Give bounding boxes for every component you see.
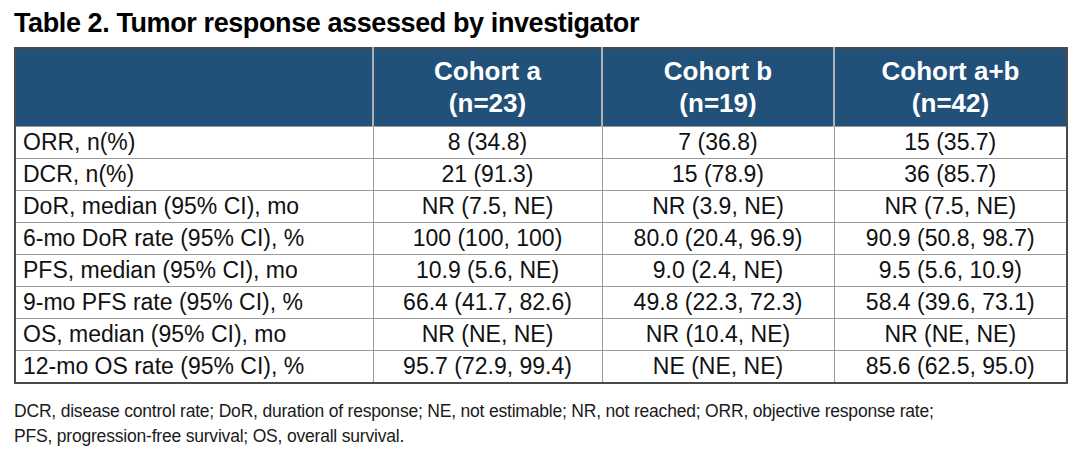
- cell-value: 15 (35.7): [834, 127, 1067, 159]
- footnote-line-2: PFS, progression-free survival; OS, over…: [14, 424, 1066, 449]
- row-label: PFS, median (95% CI), mo: [15, 255, 373, 287]
- table-row-orr: ORR, n(%) 8 (34.8) 7 (36.8) 15 (35.7): [15, 127, 1067, 159]
- row-label: 12-mo OS rate (95% CI), %: [15, 351, 373, 384]
- header-cohort-b-name: Cohort b: [603, 56, 833, 88]
- table-row-pfs-median: PFS, median (95% CI), mo 10.9 (5.6, NE) …: [15, 255, 1067, 287]
- cell-value: 95.7 (72.9, 99.4): [373, 351, 602, 384]
- footnote-line-1: DCR, disease control rate; DoR, duration…: [14, 399, 1066, 424]
- cell-value: NR (7.5, NE): [834, 191, 1067, 223]
- cell-value: 8 (34.8): [373, 127, 602, 159]
- header-corner-cell: [15, 48, 373, 127]
- cell-value: 36 (85.7): [834, 159, 1067, 191]
- cell-value: 58.4 (39.6, 73.1): [834, 287, 1067, 319]
- header-row: Cohort a (n=23) Cohort b (n=19) Cohort a…: [15, 48, 1067, 127]
- cell-value: NR (3.9, NE): [602, 191, 834, 223]
- row-label: OS, median (95% CI), mo: [15, 319, 373, 351]
- abbreviations-footnote: DCR, disease control rate; DoR, duration…: [14, 399, 1066, 448]
- table-row-os-median: OS, median (95% CI), mo NR (NE, NE) NR (…: [15, 319, 1067, 351]
- cell-value: 15 (78.9): [602, 159, 834, 191]
- table-figure: Table 2. Tumor response assessed by inve…: [0, 0, 1080, 469]
- cell-value: 10.9 (5.6, NE): [373, 255, 602, 287]
- cell-value: NR (10.4, NE): [602, 319, 834, 351]
- table-row-os-rate: 12-mo OS rate (95% CI), % 95.7 (72.9, 99…: [15, 351, 1067, 384]
- cell-value: 90.9 (50.8, 98.7): [834, 223, 1067, 255]
- header-cohort-b-n: (n=19): [603, 88, 833, 120]
- cell-value: NE (NE, NE): [602, 351, 834, 384]
- cell-value: NR (7.5, NE): [373, 191, 602, 223]
- cell-value: 9.0 (2.4, NE): [602, 255, 834, 287]
- table-title: Table 2. Tumor response assessed by inve…: [14, 8, 1066, 39]
- row-label: 6-mo DoR rate (95% CI), %: [15, 223, 373, 255]
- tumor-response-table: Cohort a (n=23) Cohort b (n=19) Cohort a…: [14, 47, 1068, 384]
- header-cohort-b: Cohort b (n=19): [602, 48, 834, 127]
- table-row-dor-median: DoR, median (95% CI), mo NR (7.5, NE) NR…: [15, 191, 1067, 223]
- table-row-dcr: DCR, n(%) 21 (91.3) 15 (78.9) 36 (85.7): [15, 159, 1067, 191]
- header-cohort-a-n: (n=23): [374, 88, 601, 120]
- cell-value: 80.0 (20.4, 96.9): [602, 223, 834, 255]
- cell-value: 66.4 (41.7, 82.6): [373, 287, 602, 319]
- row-label: 9-mo PFS rate (95% CI), %: [15, 287, 373, 319]
- cell-value: 85.6 (62.5, 95.0): [834, 351, 1067, 384]
- row-label: DCR, n(%): [15, 159, 373, 191]
- row-label: DoR, median (95% CI), mo: [15, 191, 373, 223]
- header-cohort-ab-n: (n=42): [835, 88, 1066, 120]
- row-label: ORR, n(%): [15, 127, 373, 159]
- cell-value: NR (NE, NE): [834, 319, 1067, 351]
- cell-value: 21 (91.3): [373, 159, 602, 191]
- cell-value: 100 (100, 100): [373, 223, 602, 255]
- cell-value: 7 (36.8): [602, 127, 834, 159]
- header-cohort-ab: Cohort a+b (n=42): [834, 48, 1067, 127]
- table-header: Cohort a (n=23) Cohort b (n=19) Cohort a…: [15, 48, 1067, 127]
- cell-value: 9.5 (5.6, 10.9): [834, 255, 1067, 287]
- header-cohort-a-name: Cohort a: [374, 56, 601, 88]
- table-row-pfs-rate: 9-mo PFS rate (95% CI), % 66.4 (41.7, 82…: [15, 287, 1067, 319]
- cell-value: NR (NE, NE): [373, 319, 602, 351]
- table-row-dor-rate: 6-mo DoR rate (95% CI), % 100 (100, 100)…: [15, 223, 1067, 255]
- cell-value: 49.8 (22.3, 72.3): [602, 287, 834, 319]
- header-cohort-ab-name: Cohort a+b: [835, 56, 1066, 88]
- table-body: ORR, n(%) 8 (34.8) 7 (36.8) 15 (35.7) DC…: [15, 127, 1067, 384]
- header-cohort-a: Cohort a (n=23): [373, 48, 602, 127]
